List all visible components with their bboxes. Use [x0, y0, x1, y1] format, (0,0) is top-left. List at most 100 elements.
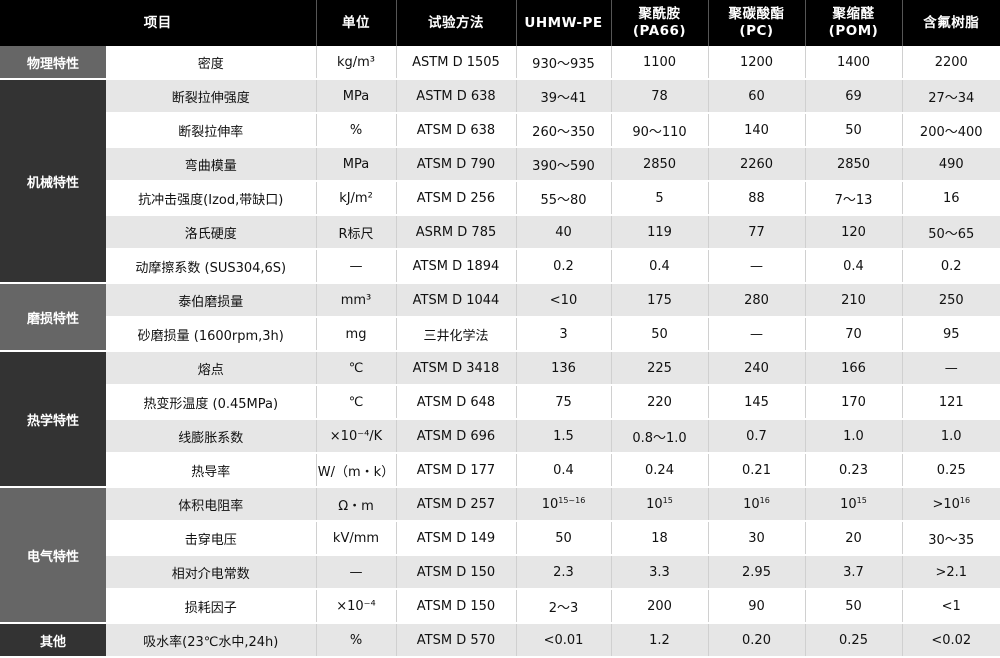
- cell-item: 密度: [106, 46, 317, 80]
- cell-method: ATSM D 256: [396, 181, 517, 216]
- cell-item: 相对介电常数: [106, 555, 317, 590]
- table-row: 相对介电常数 — ATSM D 150 2.3 3.3 2.95 3.7 >2.1: [0, 555, 1000, 590]
- cell-uhmw-pe: <10: [516, 283, 612, 318]
- cell-unit: kg/m³: [316, 46, 397, 80]
- cell-item: 泰伯磨损量: [106, 283, 317, 318]
- cell-unit: %: [316, 623, 397, 658]
- cell-pom: 0.4: [805, 249, 903, 284]
- cell-pa66: 5: [611, 181, 709, 216]
- value-exponent: 15: [856, 495, 867, 505]
- cell-pom: 50: [805, 113, 903, 148]
- table-row: 抗冲击强度(Izod,带缺口) kJ/m² ATSM D 256 55～80 5 88 7～…: [0, 181, 1000, 216]
- cell-fluororesin: 0.2: [902, 249, 1000, 284]
- table-body: 物理特性 密度 kg/m³ ASTM D 1505 930～935 1100 1200 140…: [0, 46, 1000, 658]
- category-cell: 电气特性: [0, 487, 106, 624]
- cell-unit: MPa: [316, 79, 397, 114]
- value-exponent: 15~16: [558, 495, 586, 505]
- cell-item: 体积电阻率: [106, 487, 317, 522]
- table-row: 击穿电压 kV/mm ATSM D 149 50 18 30 20 30～35: [0, 521, 1000, 556]
- cell-pc: 140: [708, 113, 806, 148]
- cell-fluororesin: —: [902, 351, 1000, 386]
- header-pc: 聚碳酸酯 (PC): [708, 0, 806, 46]
- cell-item: 弯曲模量: [106, 147, 317, 182]
- value-base: 10: [541, 496, 559, 512]
- cell-method: 三井化学法: [396, 317, 517, 352]
- cell-pa66: 2850: [611, 147, 709, 182]
- cell-pc: 280: [708, 283, 806, 318]
- cell-pom: 1015: [805, 487, 903, 522]
- table-row: 电气特性 体积电阻率 Ω・m ATSM D 257 1015~16 1015 1016 101…: [0, 487, 1000, 624]
- header-uhmw-pe: UHMW-PE: [516, 0, 612, 46]
- cell-pc: 30: [708, 521, 806, 556]
- cell-pc: 1200: [708, 46, 806, 80]
- cell-method: ATSM D 790: [396, 147, 517, 182]
- category-cell: 热学特性: [0, 351, 106, 488]
- cell-pom: 0.25: [805, 623, 903, 658]
- cell-pc: 1016: [708, 487, 806, 522]
- cell-pa66: 1.2: [611, 623, 709, 658]
- cell-unit: —: [316, 555, 397, 590]
- cell-uhmw-pe: 1015~16: [516, 487, 612, 522]
- cell-pc: 88: [708, 181, 806, 216]
- table-row: 热学特性 熔点 ℃ ATSM D 3418 136 225 240 166—: [0, 351, 1000, 488]
- cell-item: 抗冲击强度(Izod,带缺口): [106, 181, 317, 216]
- value-base: 10: [743, 496, 760, 512]
- cell-pa66: 1015: [611, 487, 709, 522]
- cell-method: ASRM D 785: [396, 215, 517, 250]
- cell-item: 砂磨损量 (1600rpm,3h): [106, 317, 317, 352]
- cell-unit: kV/mm: [316, 521, 397, 556]
- cell-unit: kJ/m²: [316, 181, 397, 216]
- cell-uhmw-pe: 55～80: [516, 181, 612, 216]
- cell-uhmw-pe: 2～3: [516, 589, 612, 624]
- table-row: 热导率 W/（m・k） ATSM D 177 0.4 0.24 0.21 0.23 0.25: [0, 453, 1000, 488]
- cell-pom: 1400: [805, 46, 903, 80]
- cell-pc: 2260: [708, 147, 806, 182]
- cell-unit: ×10⁻⁴/K: [316, 419, 397, 454]
- cell-pc: 0.7: [708, 419, 806, 454]
- cell-uhmw-pe: 0.2: [516, 249, 612, 284]
- cell-pom: 7～13: [805, 181, 903, 216]
- cell-uhmw-pe: 930～935: [516, 46, 612, 80]
- value-base: 10: [840, 496, 857, 512]
- cell-method: ATSM D 1044: [396, 283, 517, 318]
- table-row: 机械特性 断裂拉伸强度 MPa ASTM D 638 39～41 78 60 69 27～34: [0, 79, 1000, 284]
- cell-method: ATSM D 648: [396, 385, 517, 420]
- cell-method: ASTM D 638: [396, 79, 517, 114]
- cell-fluororesin: >2.1: [902, 555, 1000, 590]
- cell-method: ATSM D 149: [396, 521, 517, 556]
- cell-pa66: 0.4: [611, 249, 709, 284]
- table-row: 洛氏硬度 R标尺 ASRM D 785 40 119 77 120 50～65: [0, 215, 1000, 250]
- value-base: 10: [646, 496, 663, 512]
- cell-pc: 2.95: [708, 555, 806, 590]
- cell-pom: 20: [805, 521, 903, 556]
- category-cell: 其他: [0, 623, 106, 658]
- cell-pom: 70: [805, 317, 903, 352]
- header-item: 项目: [0, 0, 317, 46]
- cell-item: 热变形温度 (0.45MPa): [106, 385, 317, 420]
- cell-method: ATSM D 3418: [396, 351, 517, 386]
- cell-method: ATSM D 696: [396, 419, 517, 454]
- table-row: 线膨胀系数 ×10⁻⁴/K ATSM D 696 1.5 0.8～1.0 0.7 1.0 1.…: [0, 419, 1000, 454]
- category-cell: 磨损特性: [0, 283, 106, 352]
- cell-pom: 69: [805, 79, 903, 114]
- cell-pa66: 3.3: [611, 555, 709, 590]
- cell-method: ATSM D 257: [396, 487, 517, 522]
- cell-pom: 120: [805, 215, 903, 250]
- cell-fluororesin: 30～35: [902, 521, 1000, 556]
- value-base: >10: [932, 496, 960, 512]
- cell-item: 洛氏硬度: [106, 215, 317, 250]
- cell-fluororesin: 27～34: [902, 79, 1000, 114]
- cell-fluororesin: 490: [902, 147, 1000, 182]
- cell-pc: 145: [708, 385, 806, 420]
- table-header: 项目 单位 试验方法 UHMW-PE 聚酰胺 (PA66) 聚碳酸酯 (PC) …: [0, 0, 1000, 46]
- cell-item: 损耗因子: [106, 589, 317, 624]
- cell-unit: %: [316, 113, 397, 148]
- cell-item: 线膨胀系数: [106, 419, 317, 454]
- cell-fluororesin: 2200: [902, 46, 1000, 80]
- cell-uhmw-pe: 39～41: [516, 79, 612, 114]
- value-exponent: 16: [759, 495, 770, 505]
- cell-uhmw-pe: 50: [516, 521, 612, 556]
- cell-unit: mm³: [316, 283, 397, 318]
- cell-uhmw-pe: 1.5: [516, 419, 612, 454]
- cell-pc: —: [708, 249, 806, 284]
